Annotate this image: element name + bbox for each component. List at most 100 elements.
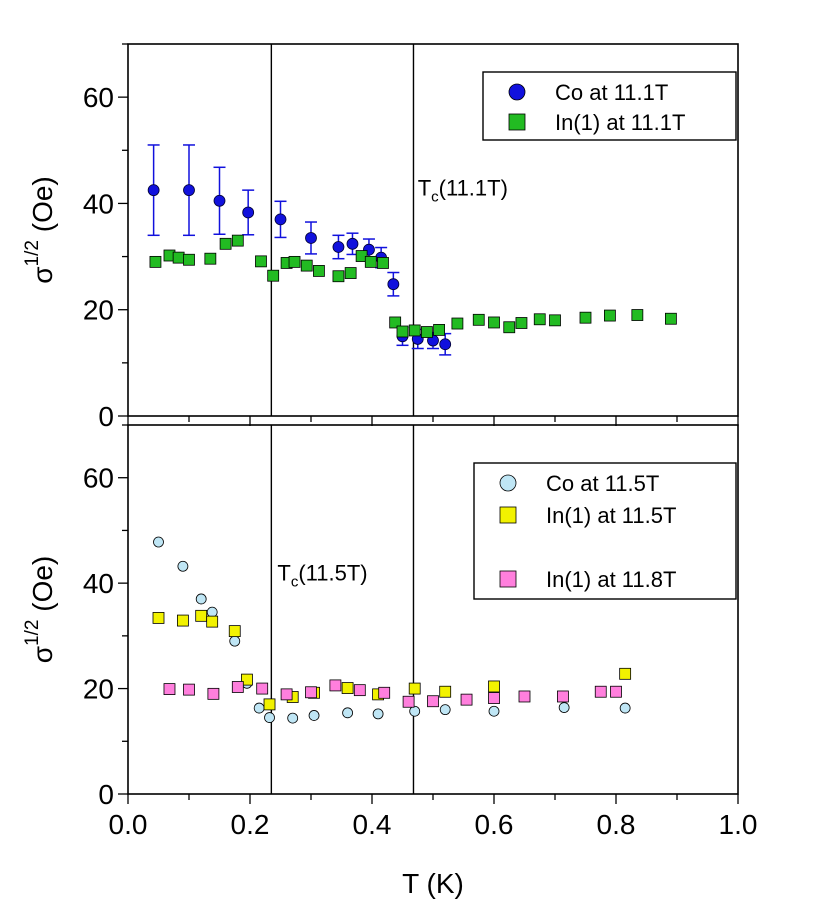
data-point bbox=[619, 702, 631, 714]
legend-entry: In(1) at 11.8T bbox=[546, 567, 676, 592]
y-axis-label: σ1/2 (Oe) bbox=[22, 556, 58, 663]
data-point bbox=[329, 679, 342, 692]
legend-entry: In(1) at 11.5T bbox=[546, 503, 676, 528]
x-tick-label: 0.8 bbox=[597, 809, 636, 840]
data-point bbox=[147, 184, 160, 197]
bottom-panel: 0 20 40 60 0.0 0.2 0.4 0.6 0.8 1.0 σ1/2 (Oe) Tc(11.… bbox=[22, 424, 758, 840]
data-point bbox=[387, 278, 400, 291]
data-point bbox=[665, 312, 677, 325]
y-tick-label: 20 bbox=[83, 295, 114, 326]
data-point bbox=[518, 690, 531, 703]
y-tick-label: 60 bbox=[83, 463, 114, 494]
data-point bbox=[176, 614, 189, 627]
data-point bbox=[619, 667, 632, 680]
data-point bbox=[377, 257, 389, 269]
data-point bbox=[288, 255, 301, 268]
data-point bbox=[604, 309, 616, 322]
x-tick-label: 0.4 bbox=[353, 809, 392, 840]
data-point bbox=[341, 682, 354, 694]
data-point bbox=[241, 673, 253, 686]
data-point bbox=[305, 232, 317, 244]
legend-marker bbox=[499, 474, 517, 492]
tc-annotation: Tc(11.1T) bbox=[418, 175, 508, 205]
series-co-at-11-1t bbox=[147, 144, 452, 356]
data-point bbox=[228, 625, 241, 638]
data-point bbox=[439, 338, 452, 351]
y-tick-label: 40 bbox=[83, 188, 114, 219]
data-point bbox=[231, 681, 244, 693]
data-point bbox=[372, 708, 384, 720]
data-point bbox=[172, 251, 185, 264]
data-point bbox=[207, 687, 220, 700]
data-point bbox=[451, 317, 464, 330]
data-point bbox=[152, 612, 165, 624]
data-point bbox=[274, 213, 287, 226]
data-point bbox=[267, 269, 280, 282]
data-point bbox=[242, 206, 255, 219]
data-point bbox=[488, 705, 500, 717]
legend-marker bbox=[499, 570, 517, 588]
data-point bbox=[253, 702, 265, 714]
data-point bbox=[409, 705, 421, 717]
data-point bbox=[219, 237, 232, 250]
data-point bbox=[264, 712, 275, 723]
data-point bbox=[231, 234, 244, 247]
data-point bbox=[204, 252, 217, 265]
data-point bbox=[213, 194, 226, 207]
x-axis-label: T (K) bbox=[402, 868, 464, 899]
data-point bbox=[195, 593, 207, 605]
data-point bbox=[439, 685, 452, 698]
data-point bbox=[308, 710, 320, 721]
data-point bbox=[305, 686, 317, 699]
y-tick-label: 0 bbox=[98, 401, 114, 432]
data-point bbox=[631, 309, 644, 321]
data-point bbox=[263, 698, 276, 711]
data-point bbox=[558, 702, 570, 713]
data-point bbox=[579, 311, 592, 324]
data-point bbox=[344, 267, 357, 279]
legend-marker bbox=[508, 113, 526, 131]
data-point bbox=[408, 324, 421, 337]
y-tick-label: 40 bbox=[83, 568, 114, 599]
data-point bbox=[149, 255, 162, 268]
data-point bbox=[433, 324, 446, 336]
data-point bbox=[594, 685, 607, 698]
data-point bbox=[420, 326, 433, 338]
data-point bbox=[549, 314, 561, 327]
data-point bbox=[332, 270, 345, 283]
series-in-1-at-11-8t bbox=[163, 679, 622, 708]
legend-entry: Co at 11.5T bbox=[546, 471, 659, 496]
data-point bbox=[206, 606, 218, 618]
x-tick-label: 0.0 bbox=[109, 809, 148, 840]
data-point bbox=[488, 692, 500, 704]
x-tick-label: 1.0 bbox=[719, 809, 758, 840]
y-tick-label: 0 bbox=[98, 779, 114, 810]
data-point bbox=[256, 682, 269, 695]
data-point bbox=[177, 560, 189, 572]
tc-annotation: Tc(11.5T) bbox=[277, 561, 367, 591]
data-point bbox=[503, 321, 516, 334]
data-point bbox=[153, 536, 164, 548]
data-point bbox=[229, 635, 241, 647]
data-point bbox=[389, 316, 402, 329]
data-point bbox=[396, 325, 409, 338]
data-point bbox=[255, 255, 267, 268]
data-point bbox=[472, 313, 485, 326]
data-point bbox=[183, 683, 195, 696]
legend-box bbox=[473, 462, 737, 600]
data-point bbox=[378, 686, 391, 699]
data-point bbox=[557, 690, 569, 703]
legend-entry: Co at 11.1T bbox=[555, 80, 668, 105]
series-in-1-at-11-5t bbox=[152, 609, 632, 711]
data-point bbox=[439, 704, 451, 716]
data-point bbox=[402, 695, 415, 708]
data-point bbox=[280, 688, 293, 701]
data-point bbox=[313, 265, 325, 277]
data-point bbox=[533, 313, 546, 326]
data-point bbox=[346, 237, 359, 250]
legend-marker bbox=[499, 506, 517, 524]
data-point bbox=[515, 317, 528, 329]
data-point bbox=[427, 695, 439, 708]
data-point bbox=[460, 693, 473, 706]
data-point bbox=[206, 615, 219, 628]
